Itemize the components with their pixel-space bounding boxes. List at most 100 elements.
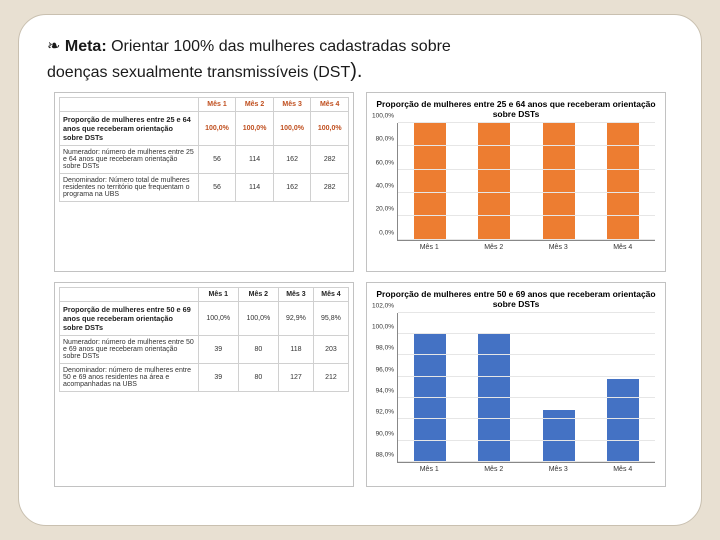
y-tick-label: 100,0% bbox=[372, 324, 394, 331]
t1-den-1: 56 bbox=[198, 173, 236, 201]
y-tick-label: 94,0% bbox=[372, 387, 394, 394]
t1-prop-label: Proporção de mulheres entre 25 e 64 anos… bbox=[60, 111, 199, 145]
bar bbox=[543, 123, 575, 240]
t2-num-1: 39 bbox=[198, 335, 238, 363]
t2-prop-label: Proporção de mulheres entre 50 e 69 anos… bbox=[60, 301, 199, 335]
t2-h3: Mês 3 bbox=[278, 287, 313, 301]
t1-den-2: 114 bbox=[236, 173, 274, 201]
gridline bbox=[398, 418, 655, 419]
t2-h4: Mês 4 bbox=[313, 287, 348, 301]
t2-prop-4: 95,8% bbox=[313, 301, 348, 335]
chart-2-panel: Proporção de mulheres entre 50 e 69 anos… bbox=[366, 282, 666, 487]
t2-den-1: 39 bbox=[198, 363, 238, 391]
meta-text-1: Orientar 100% das mulheres cadastradas s… bbox=[107, 38, 451, 55]
t1-den-label: Denominador: Número total de mulheres re… bbox=[60, 173, 199, 201]
t1-den-4: 282 bbox=[311, 173, 349, 201]
bar bbox=[607, 123, 639, 240]
t2-num-label: Numerador: número de mulheres entre 50 e… bbox=[60, 335, 199, 363]
y-tick-label: 88,0% bbox=[372, 451, 394, 458]
table-2-den-row: Denominador: número de mulheres entre 50… bbox=[60, 363, 349, 391]
t2-den-4: 212 bbox=[313, 363, 348, 391]
table-2: Mês 1 Mês 2 Mês 3 Mês 4 Proporção de mul… bbox=[59, 287, 349, 392]
t2-num-3: 118 bbox=[278, 335, 313, 363]
t1-num-2: 114 bbox=[236, 145, 274, 173]
table-1-den-row: Denominador: Número total de mulheres re… bbox=[60, 173, 349, 201]
table-1-num-row: Numerador: número de mulheres entre 25 e… bbox=[60, 145, 349, 173]
gridline bbox=[398, 354, 655, 355]
table-1-h1: Mês 1 bbox=[198, 97, 236, 111]
gridline bbox=[398, 215, 655, 216]
y-tick-label: 102,0% bbox=[372, 302, 394, 309]
y-tick-label: 20,0% bbox=[372, 206, 394, 213]
chart-1-area: 0,0%20,0%40,0%60,0%80,0%100,0% bbox=[397, 123, 655, 241]
t1-prop-4: 100,0% bbox=[311, 111, 349, 145]
table-1-h2: Mês 2 bbox=[236, 97, 274, 111]
t2-prop-2: 100,0% bbox=[238, 301, 278, 335]
t2-prop-3: 92,9% bbox=[278, 301, 313, 335]
gridline bbox=[398, 312, 655, 313]
y-tick-label: 60,0% bbox=[372, 159, 394, 166]
bar bbox=[414, 123, 446, 240]
t1-prop-2: 100,0% bbox=[236, 111, 274, 145]
content-grid: Mês 1 Mês 2 Mês 3 Mês 4 Proporção de mul… bbox=[47, 92, 673, 487]
table-2-num-row: Numerador: número de mulheres entre 50 e… bbox=[60, 335, 349, 363]
t1-num-1: 56 bbox=[198, 145, 236, 173]
x-tick-label: Mês 2 bbox=[484, 244, 503, 251]
x-tick-label: Mês 3 bbox=[549, 466, 568, 473]
table-2-header-row: Mês 1 Mês 2 Mês 3 Mês 4 bbox=[60, 287, 349, 301]
y-tick-label: 98,0% bbox=[372, 345, 394, 352]
chart-2-title: Proporção de mulheres entre 50 e 69 anos… bbox=[371, 287, 661, 313]
table-2-prop-row: Proporção de mulheres entre 50 e 69 anos… bbox=[60, 301, 349, 335]
t2-den-2: 80 bbox=[238, 363, 278, 391]
t1-num-label: Numerador: número de mulheres entre 25 e… bbox=[60, 145, 199, 173]
gridline bbox=[398, 397, 655, 398]
gridline bbox=[398, 192, 655, 193]
table-1-prop-row: Proporção de mulheres entre 25 e 64 anos… bbox=[60, 111, 349, 145]
table-2-panel: Mês 1 Mês 2 Mês 3 Mês 4 Proporção de mul… bbox=[54, 282, 354, 487]
t2-h2: Mês 2 bbox=[238, 287, 278, 301]
table-1-h3: Mês 3 bbox=[273, 97, 311, 111]
table-1-h0 bbox=[60, 97, 199, 111]
meta-paragraph: ❧ Meta: Orientar 100% das mulheres cadas… bbox=[47, 37, 673, 84]
bar bbox=[607, 379, 639, 462]
t2-den-label: Denominador: número de mulheres entre 50… bbox=[60, 363, 199, 391]
t2-den-3: 127 bbox=[278, 363, 313, 391]
meta-text-2: doenças sexualmente transmissíveis (DST bbox=[47, 64, 350, 81]
x-tick-label: Mês 4 bbox=[613, 244, 632, 251]
t2-num-2: 80 bbox=[238, 335, 278, 363]
t2-prop-1: 100,0% bbox=[198, 301, 238, 335]
bar bbox=[478, 123, 510, 240]
gridline bbox=[398, 239, 655, 240]
t1-num-3: 162 bbox=[273, 145, 311, 173]
y-tick-label: 90,0% bbox=[372, 430, 394, 437]
x-tick-label: Mês 1 bbox=[420, 244, 439, 251]
y-tick-label: 40,0% bbox=[372, 183, 394, 190]
table-1: Mês 1 Mês 2 Mês 3 Mês 4 Proporção de mul… bbox=[59, 97, 349, 202]
bullet-icon: ❧ bbox=[47, 38, 60, 55]
t2-num-4: 203 bbox=[313, 335, 348, 363]
chart-2-xlabels: Mês 1Mês 2Mês 3Mês 4 bbox=[397, 466, 655, 473]
chart-2-area: 88,0%90,0%92,0%94,0%96,0%98,0%100,0%102,… bbox=[397, 313, 655, 463]
gridline bbox=[398, 440, 655, 441]
gridline bbox=[398, 122, 655, 123]
gridline bbox=[398, 145, 655, 146]
chart-1-bars bbox=[398, 123, 655, 240]
y-tick-label: 100,0% bbox=[372, 112, 394, 119]
t1-num-4: 282 bbox=[311, 145, 349, 173]
x-tick-label: Mês 4 bbox=[613, 466, 632, 473]
t1-den-3: 162 bbox=[273, 173, 311, 201]
table-1-panel: Mês 1 Mês 2 Mês 3 Mês 4 Proporção de mul… bbox=[54, 92, 354, 272]
meta-tail: ). bbox=[350, 60, 362, 82]
table-1-h4: Mês 4 bbox=[311, 97, 349, 111]
chart-1-panel: Proporção de mulheres entre 25 e 64 anos… bbox=[366, 92, 666, 272]
x-tick-label: Mês 2 bbox=[484, 466, 503, 473]
gridline bbox=[398, 461, 655, 462]
gridline bbox=[398, 376, 655, 377]
t1-prop-1: 100,0% bbox=[198, 111, 236, 145]
y-tick-label: 0,0% bbox=[372, 229, 394, 236]
y-tick-label: 92,0% bbox=[372, 409, 394, 416]
t2-h1: Mês 1 bbox=[198, 287, 238, 301]
gridline bbox=[398, 333, 655, 334]
y-tick-label: 96,0% bbox=[372, 366, 394, 373]
x-tick-label: Mês 3 bbox=[549, 244, 568, 251]
